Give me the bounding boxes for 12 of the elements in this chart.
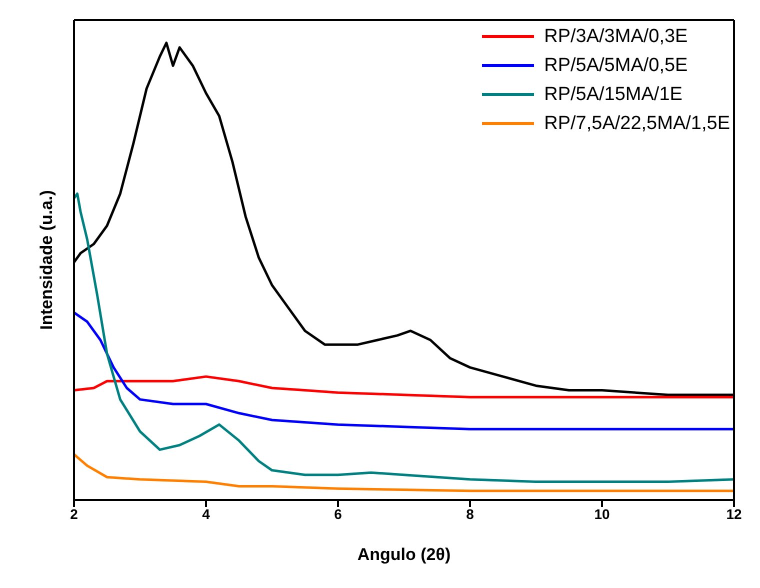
x-tick-label: 2 bbox=[70, 506, 78, 522]
x-tick-label: 12 bbox=[726, 506, 742, 522]
y-axis-title: Intensidade (u.a.) bbox=[37, 190, 56, 330]
legend-label: RP/5A/5MA/0,5E bbox=[544, 54, 688, 78]
x-tick-label: 6 bbox=[334, 506, 342, 522]
x-tick-label: 10 bbox=[594, 506, 610, 522]
legend-label: RP/3A/3MA/0,3E bbox=[544, 25, 688, 49]
x-tick-label: 8 bbox=[466, 506, 474, 522]
x-tick-label: 4 bbox=[202, 506, 210, 522]
legend-label: RP/7,5A/22,5MA/1,5E bbox=[544, 112, 730, 136]
legend-label: RP/5A/15MA/1E bbox=[544, 83, 682, 107]
x-axis-title: Angulo (2θ) bbox=[357, 545, 451, 564]
